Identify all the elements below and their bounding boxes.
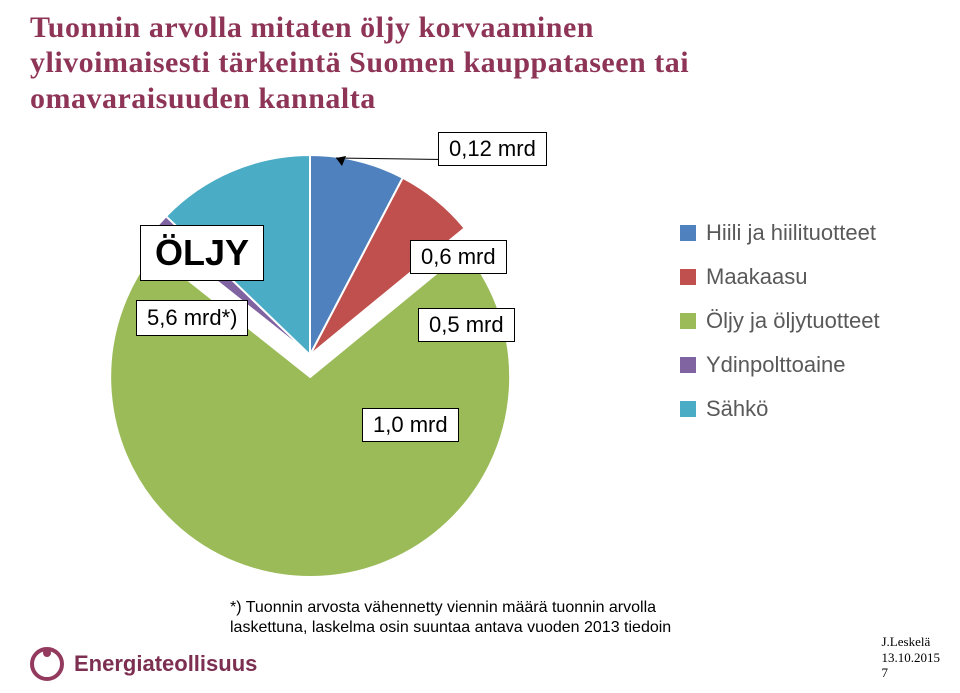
legend-swatch bbox=[680, 225, 696, 241]
callout-c3: 1,0 mrd bbox=[362, 408, 459, 442]
meta-page: 7 bbox=[882, 665, 889, 680]
footnote-line-1: *) Tuonnin arvosta vähennetty viennin mä… bbox=[230, 599, 656, 616]
legend-label: Maakaasu bbox=[706, 264, 808, 290]
legend-swatch bbox=[680, 401, 696, 417]
logo-text: Energiateollisuus bbox=[74, 651, 257, 677]
legend-item: Ydinpolttoaine bbox=[680, 352, 880, 378]
callout-top: 0,12 mrd bbox=[438, 132, 547, 166]
slide-meta: J.Leskelä 13.10.2015 7 bbox=[882, 634, 941, 681]
legend-swatch bbox=[680, 269, 696, 285]
callout-c1: 0,6 mrd bbox=[410, 240, 507, 274]
legend-swatch bbox=[680, 313, 696, 329]
legend-label: Ydinpolttoaine bbox=[706, 352, 845, 378]
callout-sub: 5,6 mrd*) bbox=[136, 300, 248, 336]
legend-label: Öljy ja öljytuotteet bbox=[706, 308, 880, 334]
legend: Hiili ja hiilituotteet Maakaasu Öljy ja öl… bbox=[680, 220, 880, 440]
footnote-line-2: laskettuna, laskelma osin suuntaa antava… bbox=[230, 619, 671, 636]
title-line-1: Tuonnin arvolla mitaten öljy korvaaminen bbox=[30, 11, 594, 44]
meta-date: 13.10.2015 bbox=[882, 650, 941, 665]
legend-label: Hiili ja hiilituotteet bbox=[706, 220, 876, 246]
legend-item: Maakaasu bbox=[680, 264, 880, 290]
legend-label: Sähkö bbox=[706, 396, 768, 422]
footnote: *) Tuonnin arvosta vähennetty viennin mä… bbox=[230, 598, 671, 638]
legend-item: Hiili ja hiilituotteet bbox=[680, 220, 880, 246]
callout-c2: 0,5 mrd bbox=[418, 308, 515, 342]
legend-swatch bbox=[680, 357, 696, 373]
legend-item: Öljy ja öljytuotteet bbox=[680, 308, 880, 334]
legend-item: Sähkö bbox=[680, 396, 880, 422]
logo: Energiateollisuus bbox=[30, 647, 257, 681]
title-line-3: omavaraisuuden kannalta bbox=[30, 82, 376, 115]
logo-icon bbox=[30, 647, 64, 681]
page-title: Tuonnin arvolla mitaten öljy korvaaminen… bbox=[30, 10, 930, 116]
meta-author: J.Leskelä bbox=[882, 634, 931, 649]
callout-big: ÖLJY bbox=[140, 225, 264, 281]
title-line-2: ylivoimaisesti tärkeintä Suomen kauppata… bbox=[30, 46, 689, 79]
